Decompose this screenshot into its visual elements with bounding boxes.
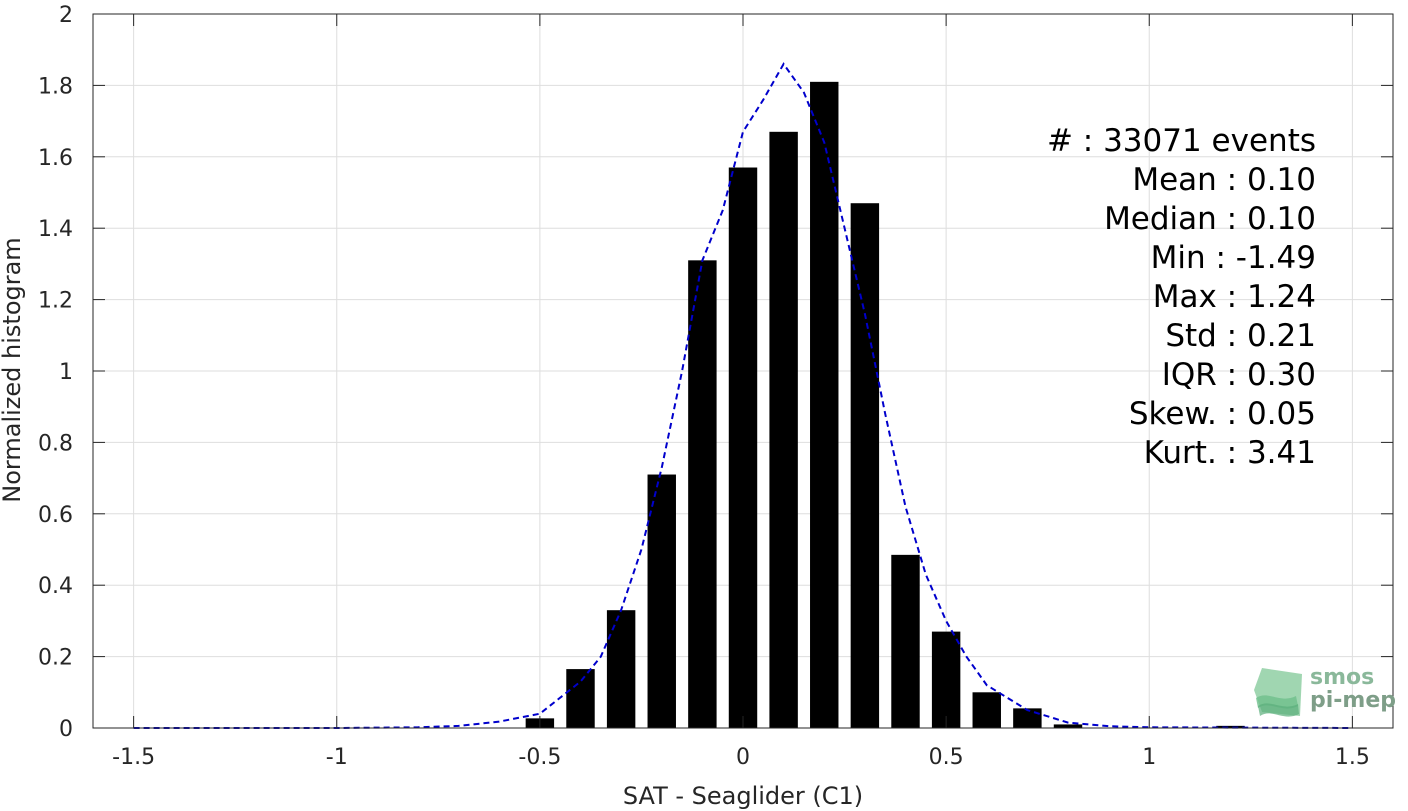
fit-line <box>133 62 1353 729</box>
stat-line: Skew. : 0.05 <box>1129 396 1316 432</box>
stat-line: # : 33071 events <box>1047 123 1316 159</box>
y-tick-label: 1 <box>59 360 73 385</box>
histogram-bar <box>728 167 758 728</box>
histogram-bar <box>891 554 920 728</box>
histogram-bar <box>688 260 717 728</box>
bars <box>525 81 1245 728</box>
y-tick-label: 0.4 <box>38 574 73 599</box>
x-tick-label: -1 <box>326 745 348 770</box>
logo-line1: smos <box>1310 665 1374 690</box>
histogram-bar <box>810 81 839 728</box>
histogram-bar <box>566 669 595 728</box>
histogram-bar <box>769 131 798 728</box>
y-axis-label: Normalized histogram <box>0 237 26 502</box>
x-tick-label: -0.5 <box>518 745 561 770</box>
histogram-bar <box>606 610 636 728</box>
x-tick-label: 0 <box>736 745 750 770</box>
histogram-bar <box>1053 724 1083 728</box>
histogram-bar <box>1216 725 1245 728</box>
x-tick-label: 1.5 <box>1335 745 1370 770</box>
histogram-bar <box>1013 708 1042 728</box>
stat-line: Median : 0.10 <box>1104 201 1316 237</box>
y-tick-label: 0.8 <box>38 431 73 456</box>
stat-line: IQR : 0.30 <box>1162 357 1316 393</box>
histogram-bar <box>647 474 676 728</box>
histogram-bar <box>972 692 1001 728</box>
stat-line: Max : 1.24 <box>1153 279 1316 315</box>
smos-pi-mep-logo: smos pi-mep <box>1254 665 1396 717</box>
y-tick-label: 1.6 <box>38 146 73 171</box>
logo-line2: pi-mep <box>1310 688 1396 713</box>
y-tick-label: 2 <box>59 3 73 28</box>
x-tick-labels: -1.5 -1 -0.5 0 0.5 1 1.5 <box>112 745 1370 770</box>
y-tick-label: 1.4 <box>38 217 73 242</box>
x-axis-label: SAT - Seaglider (C1) <box>623 782 863 810</box>
histogram-bar <box>850 203 880 728</box>
wave-logo-icon <box>1254 668 1302 717</box>
stat-line: Std : 0.21 <box>1165 318 1316 354</box>
x-tick-label: 1 <box>1142 745 1156 770</box>
x-tick-label: 0.5 <box>929 745 964 770</box>
stat-line: Min : -1.49 <box>1151 240 1316 276</box>
ticks <box>93 13 1393 729</box>
y-tick-label: 0 <box>59 717 73 742</box>
y-tick-label: 1.2 <box>38 289 73 314</box>
y-tick-label: 0.6 <box>38 503 73 528</box>
y-tick-labels: 0 0.2 0.4 0.6 0.8 1 1.2 1.4 1.6 1.8 2 <box>38 3 73 742</box>
y-tick-label: 0.2 <box>38 646 73 671</box>
stat-line: Kurt. : 3.41 <box>1144 435 1316 471</box>
x-tick-label: -1.5 <box>112 745 155 770</box>
y-tick-label: 1.8 <box>38 74 73 99</box>
stat-line: Mean : 0.10 <box>1132 162 1316 198</box>
histogram-bar <box>931 631 961 728</box>
